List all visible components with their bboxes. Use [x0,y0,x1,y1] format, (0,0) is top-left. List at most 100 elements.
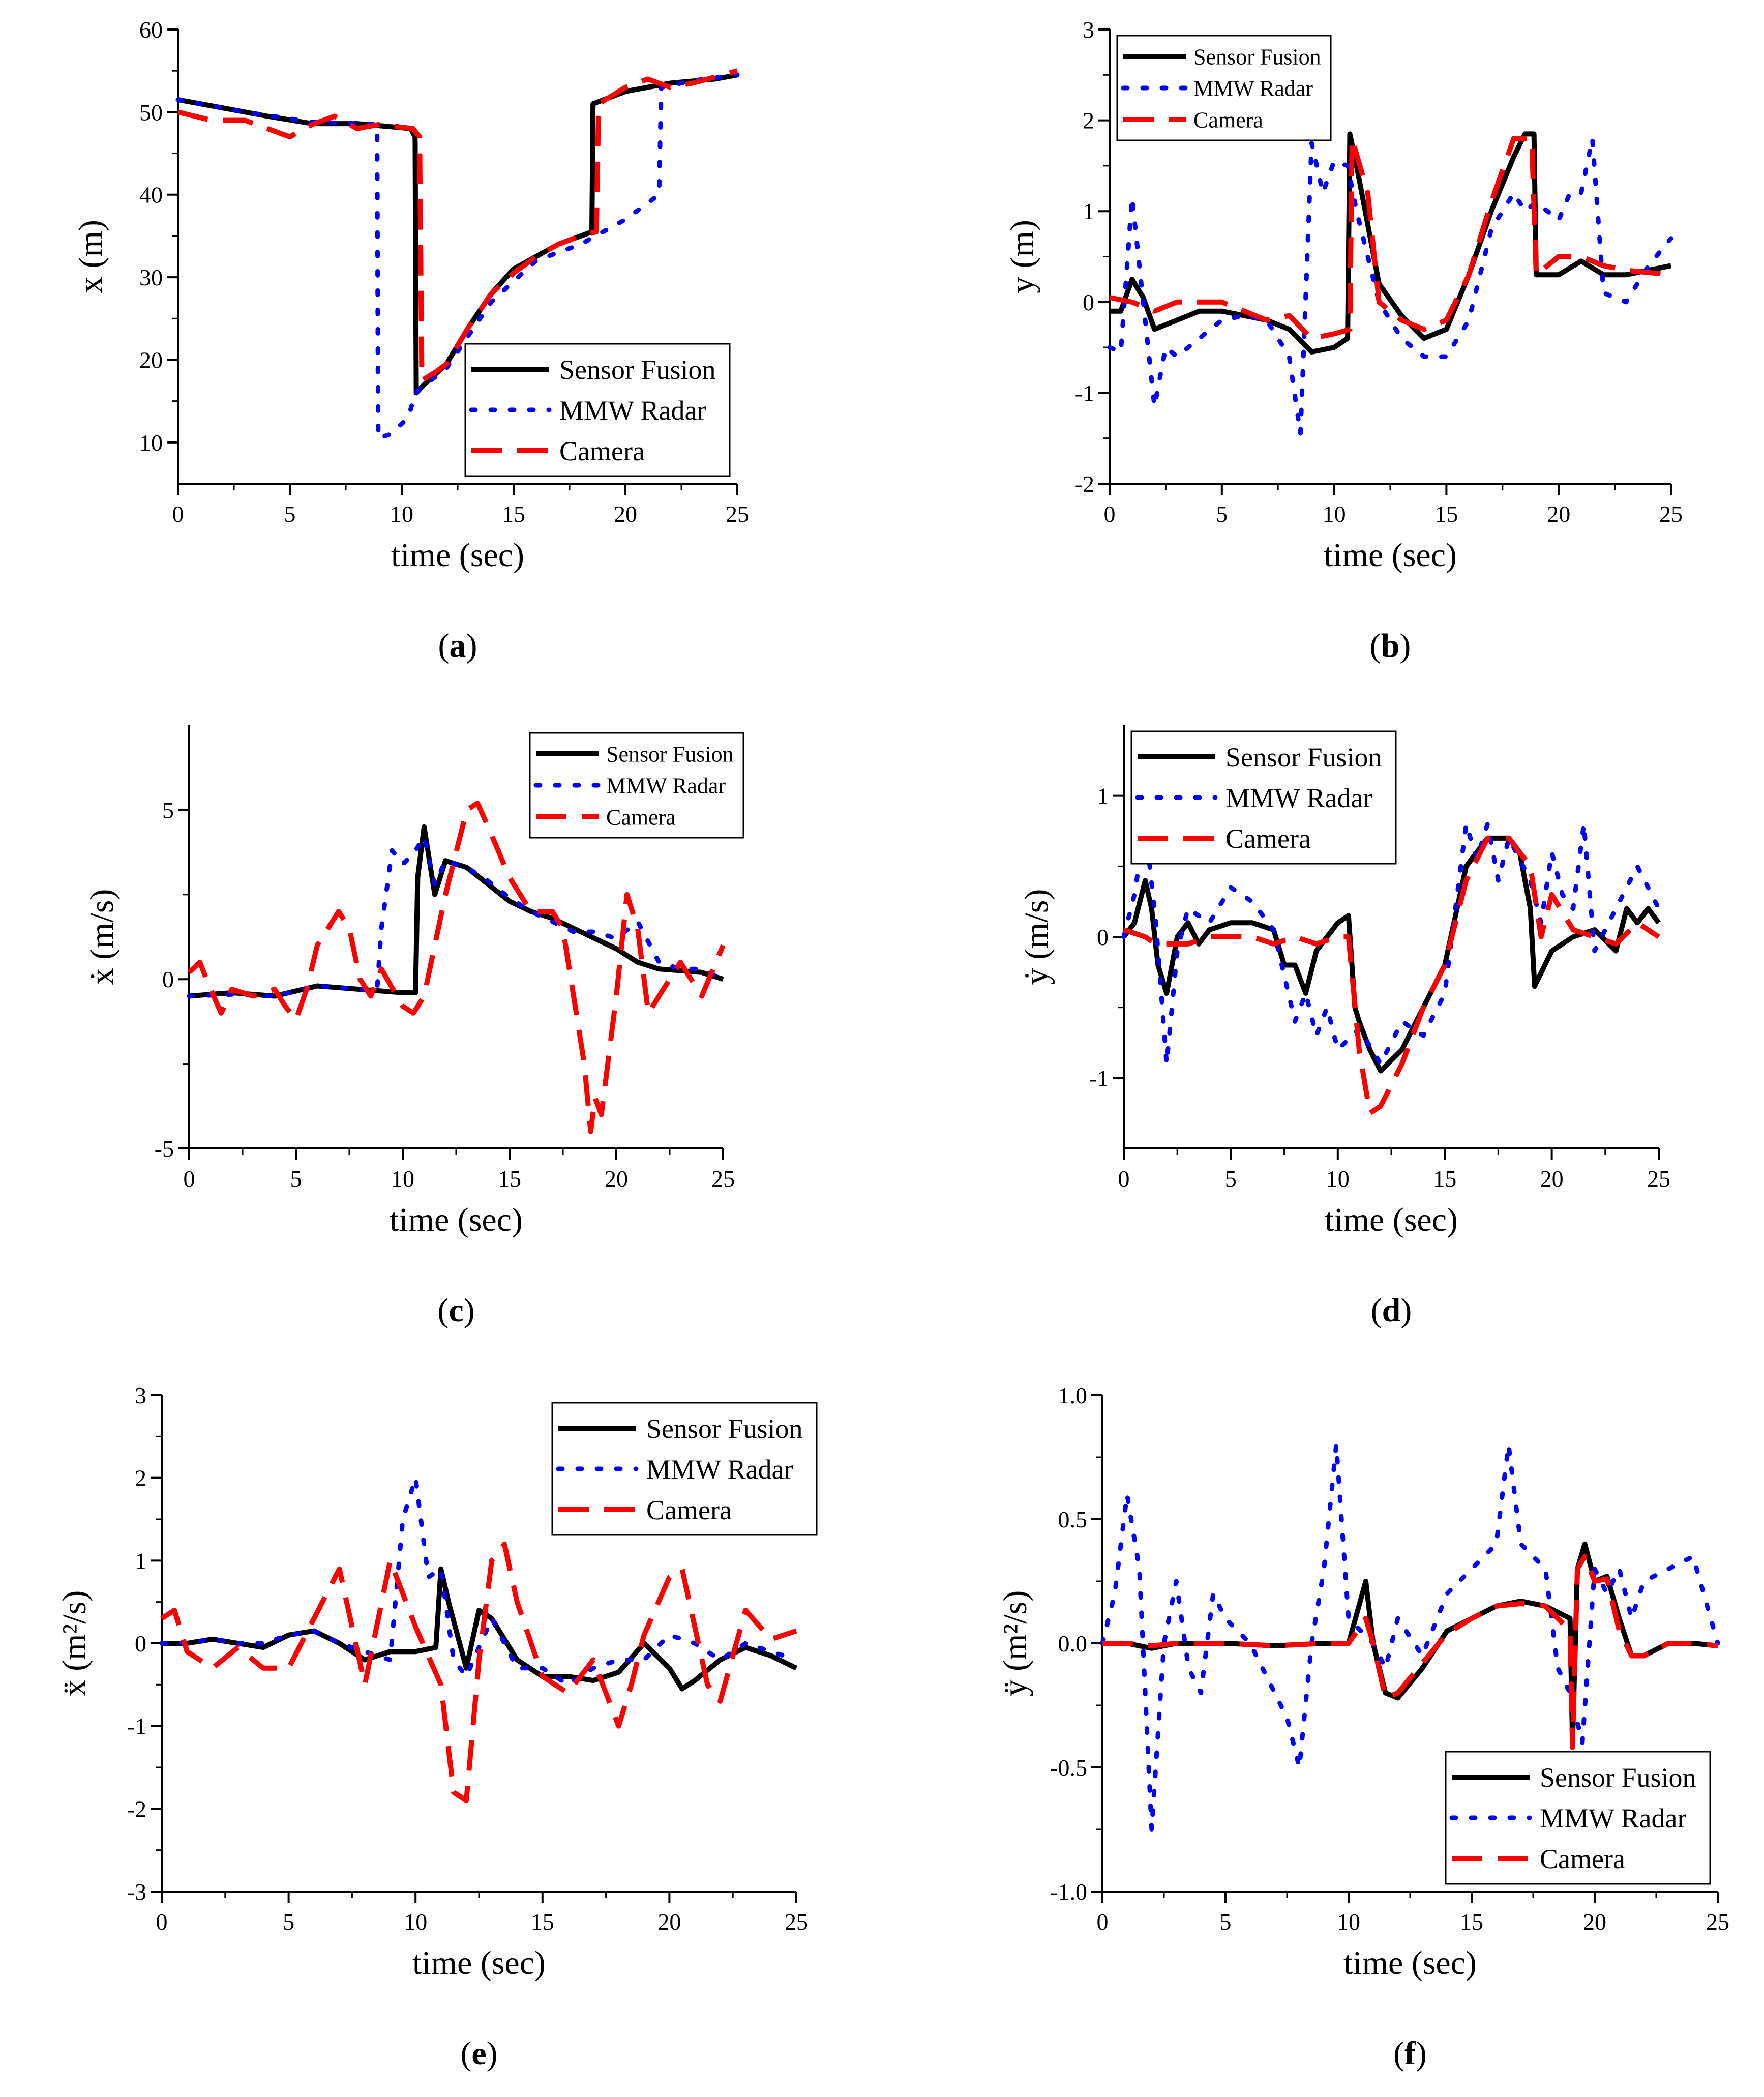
x-tick-label: 5 [283,1909,294,1935]
legend-label: Sensor Fusion [646,1413,803,1444]
panel-label: (f) [1393,2035,1427,2072]
x-tick-label: 20 [657,1909,681,1935]
y-tick-label: 0.0 [1058,1631,1088,1657]
chart-panel: 0 5 10 15 20 25 -1 0 1 time (sec) ẏ (m/s) Sensor Fu… [1018,725,1670,1329]
legend-label: Camera [559,436,645,466]
chart-panel: 0 5 10 15 20 25 10 20 30 40 50 60 time (sec) x (m) Sen… [72,17,749,664]
y-tick-label: 0 [1097,924,1109,950]
legend-label: Sensor Fusion [1225,742,1382,773]
y-axis-label: ẋ (m/s) [83,889,121,985]
x-tick-label: 15 [531,1909,554,1935]
y-axis-label: ẍ (m²/s) [56,1590,93,1697]
y-tick-label: 5 [162,797,174,823]
legend: Sensor Fusion MMW Radar Camera [529,732,744,839]
y-tick-label: 0.5 [1058,1507,1088,1532]
legend: Sensor Fusion MMW Radar Camera [1130,730,1397,865]
y-tick-label: -0.5 [1050,1755,1087,1781]
x-tick-label: 5 [1216,501,1228,527]
legend: Sensor Fusion MMW Radar Camera [1116,35,1332,141]
y-tick-label: -5 [155,1136,174,1162]
x-tick-label: 10 [1337,1909,1360,1935]
series-line-mmw-radar [159,1475,799,1687]
y-tick-label: 1.0 [1058,1382,1088,1408]
x-tick-label: 20 [614,501,637,527]
x-axis-label: time (sec) [391,537,524,574]
x-tick-label: 5 [284,501,296,527]
legend-label: MMW Radar [1540,1803,1686,1834]
x-axis-label: time (sec) [1324,537,1457,574]
y-tick-label: -2 [127,1796,146,1822]
series-line-sensor-fusion [1110,131,1671,355]
series-line-camera [160,1541,797,1804]
series-line-sensor-fusion [162,1566,798,1692]
x-tick-label: 25 [1706,1909,1729,1935]
series-line-sensor-fusion [189,824,724,999]
series-line-camera [187,801,726,1134]
x-tick-label: 0 [1104,501,1116,527]
y-tick-label: 0 [135,1631,146,1657]
legend-label: Camera [646,1495,732,1525]
y-tick-label: 3 [135,1382,146,1408]
series-line-camera [177,68,738,383]
y-tick-label: -1 [127,1714,146,1739]
y-tick-label: 40 [139,182,163,208]
y-tick-label: 60 [139,17,163,43]
x-tick-label: 20 [1547,501,1570,527]
x-tick-label: 0 [184,1166,195,1192]
legend-box [1445,1751,1711,1885]
legend-label: MMW Radar [1225,783,1372,813]
legend-label: MMW Radar [559,395,706,426]
y-tick-label: -3 [127,1879,146,1905]
legend: Sensor Fusion MMW Radar Camera [1445,1751,1711,1885]
y-axis-label: ẏ (m/s) [1018,889,1055,985]
x-tick-label: 5 [1225,1166,1237,1192]
x-tick-label: 0 [1097,1909,1109,1935]
y-tick-label: 20 [139,347,163,373]
x-tick-label: 10 [391,1166,414,1192]
y-axis-label: ÿ (m²/s) [997,1590,1034,1697]
y-tick-label: 0 [1083,289,1094,315]
series-line-mmw-radar [1121,821,1661,1067]
y-axis-label: x (m) [72,220,109,293]
chart-panel: 0 5 10 15 20 25 -3 -2 -1 0 1 2 3 time (sec) ẍ (m²/s) Se… [56,1382,818,2072]
y-tick-label: -1 [1075,380,1094,406]
y-axis-label: y (m) [1004,220,1041,293]
legend-box [1116,35,1332,141]
series-line-mmw-radar [187,835,726,998]
x-tick-label: 5 [290,1166,302,1192]
x-tick-label: 0 [1118,1166,1130,1192]
y-tick-label: 50 [139,99,163,125]
x-axis-label: time (sec) [1343,1944,1477,1982]
x-tick-label: 25 [1647,1166,1670,1192]
x-axis-label: time (sec) [1325,1201,1458,1238]
x-tick-label: 20 [1583,1909,1606,1935]
x-tick-label: 15 [1434,501,1458,527]
legend-label: Sensor Fusion [1193,44,1321,69]
x-tick-label: 0 [156,1909,168,1935]
x-tick-label: 25 [711,1166,735,1192]
x-tick-label: 10 [390,501,413,527]
y-tick-label: 1 [1083,198,1094,224]
chart-panel: 0 5 10 15 20 25 -2 -1 0 1 2 3 time (sec) y (m) Sensor … [1004,17,1683,664]
x-tick-label: 25 [726,501,749,527]
legend-label: Sensor Fusion [559,355,716,385]
legend-label: Camera [606,805,676,830]
panel-label: (c) [437,1292,474,1329]
x-tick-label: 20 [1540,1166,1564,1192]
legend: Sensor Fusion MMW Radar Camera [464,343,731,477]
legend-box [529,732,744,839]
legend: Sensor Fusion MMW Radar Camera [551,1402,818,1536]
series-line-mmw-radar [175,72,740,441]
series-line-camera [1109,136,1671,341]
series-line-mmw-radar [1107,136,1673,436]
x-tick-label: 15 [1460,1909,1483,1935]
y-tick-label: 30 [139,264,163,290]
legend-label: Sensor Fusion [1540,1762,1696,1793]
series-line-camera [1102,1554,1718,1750]
chart-panel: 0 5 10 15 20 25 -1.0 -0.5 0.0 0.5 1.0 time (sec) ÿ (… [997,1382,1729,2072]
chart-panel: 0 5 10 15 20 25 -5 0 5 time (sec) ẋ (m/s) Sensor Fu… [83,725,744,1329]
x-tick-label: 20 [605,1166,628,1192]
legend-label: MMW Radar [1193,76,1313,101]
y-tick-label: 1 [1097,783,1109,809]
